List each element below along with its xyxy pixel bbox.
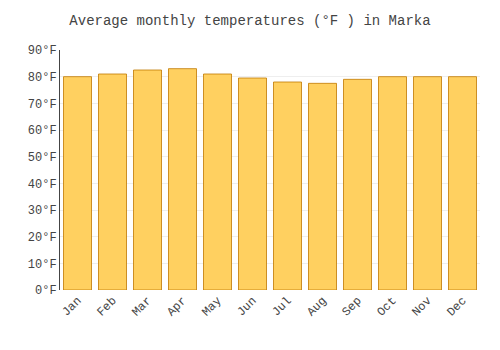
svg-text:40°F: 40°F xyxy=(28,178,57,192)
svg-text:Mar: Mar xyxy=(129,294,154,319)
svg-text:Nov: Nov xyxy=(409,294,434,319)
svg-text:60°F: 60°F xyxy=(28,124,57,138)
svg-text:Jul: Jul xyxy=(269,294,294,319)
svg-text:Average monthly temperatures (: Average monthly temperatures (°F ) in Ma… xyxy=(69,13,430,29)
svg-text:Feb: Feb xyxy=(94,294,119,319)
svg-text:Jan: Jan xyxy=(59,294,84,319)
svg-text:10°F: 10°F xyxy=(28,258,57,272)
svg-text:Apr: Apr xyxy=(164,294,189,319)
svg-text:Sep: Sep xyxy=(339,294,364,319)
svg-text:50°F: 50°F xyxy=(28,151,57,165)
svg-text:Aug: Aug xyxy=(304,294,329,319)
svg-text:0°F: 0°F xyxy=(35,284,57,298)
svg-text:Dec: Dec xyxy=(444,294,469,319)
svg-text:Jun: Jun xyxy=(234,294,259,319)
svg-text:Oct: Oct xyxy=(374,294,399,319)
svg-text:20°F: 20°F xyxy=(28,231,57,245)
svg-text:70°F: 70°F xyxy=(28,98,57,112)
svg-text:30°F: 30°F xyxy=(28,204,57,218)
svg-text:80°F: 80°F xyxy=(28,71,57,85)
svg-text:May: May xyxy=(199,294,224,319)
svg-text:90°F: 90°F xyxy=(28,44,57,58)
